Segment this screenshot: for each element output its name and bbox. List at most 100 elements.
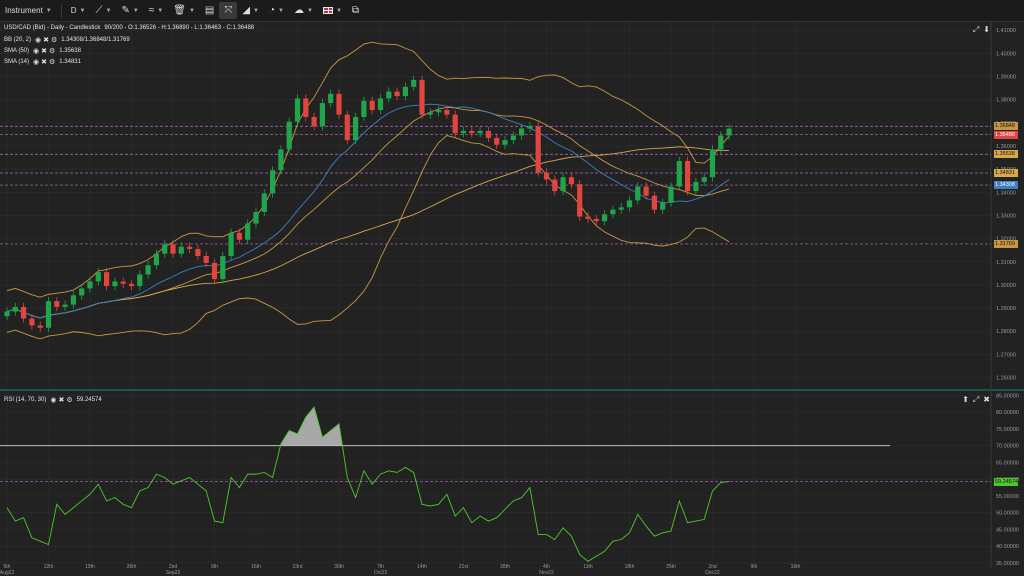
candle-body	[469, 130, 475, 134]
time-tick-label: 28th	[500, 564, 510, 570]
rsi-tick-label: 70.00000	[996, 444, 1019, 450]
time-tick-label: 12th	[44, 564, 54, 570]
gear-icon[interactable]: ⚙	[66, 397, 73, 404]
indicator-icon: ≈	[148, 4, 155, 16]
eye-icon[interactable]: ◉	[35, 37, 42, 44]
candle-body	[87, 281, 93, 289]
price-label-badge: 1.36848	[994, 122, 1018, 131]
candle-body	[676, 160, 682, 187]
price-tick-label: 1.28000	[996, 329, 1016, 335]
chevron-down-icon: ▼	[132, 7, 139, 14]
candle-body	[128, 283, 135, 287]
candle-body	[29, 318, 35, 326]
gear-icon[interactable]: ⚙	[49, 59, 56, 66]
legend-bb: BB (20, 2) ◉ ✖ ⚙ 1.34308/1.36848/1.31769	[4, 36, 130, 44]
candle-body	[660, 202, 666, 210]
interval-menu[interactable]: D ▼	[66, 2, 91, 19]
chart-type-button[interactable]: ◢ ▼	[237, 2, 264, 19]
bb-label: BB (20, 2)	[4, 37, 32, 43]
candle-body	[203, 255, 209, 263]
candle-body	[303, 98, 309, 117]
price-tick-label: 1.36000	[996, 144, 1016, 150]
chevron-down-icon: ▼	[45, 7, 52, 14]
price-tick-label: 1.29000	[996, 306, 1016, 312]
candle-body	[685, 160, 691, 192]
time-tick-label: 18th	[625, 564, 635, 570]
brush-button[interactable]: ✎ ▼	[116, 2, 143, 19]
alert-button[interactable]: ◔ ▼	[264, 2, 289, 19]
legend-rsi: RSI (14, 70, 30) ◉ ✖ ⚙ 59.24574	[4, 396, 102, 404]
chevron-down-icon: ▼	[188, 7, 195, 14]
language-button[interactable]: ▼	[318, 2, 347, 19]
candle-body	[112, 281, 118, 287]
chevron-down-icon: ▼	[79, 7, 86, 14]
indicator-button[interactable]: ≈ ▼	[144, 2, 168, 19]
chevron-down-icon: ▼	[105, 7, 112, 14]
legend-sma14: SMA (14) ◉ ✖ ⚙ 1.34831	[4, 58, 81, 66]
fit-button[interactable]: ⤧	[219, 2, 238, 19]
chevron-down-icon: ▼	[278, 7, 284, 14]
eye-icon[interactable]: ◉	[33, 48, 40, 55]
instrument-menu[interactable]: Instrument ▼	[0, 2, 57, 19]
time-tick-label: 9th	[211, 564, 218, 570]
expand-icon[interactable]: ⤢	[972, 395, 980, 404]
close-icon[interactable]: ✖	[983, 395, 990, 404]
candle-body	[120, 281, 126, 284]
delete-button[interactable]: 🗑 ▼	[168, 2, 200, 19]
candle-body	[170, 244, 176, 254]
candle-body	[402, 86, 408, 97]
price-tick-label: 1.40000	[996, 51, 1016, 57]
time-tick-label: 2nd	[708, 564, 717, 570]
weather-button[interactable]: ☁ ▼	[289, 2, 318, 19]
candle-body	[45, 301, 52, 328]
trash-icon: 🗑	[173, 4, 186, 16]
close-icon[interactable]: ✖	[58, 397, 65, 404]
candle-body	[353, 116, 359, 141]
candle-body	[270, 170, 276, 194]
rsi-tick-label: 65.00000	[996, 460, 1019, 466]
screenshot-button[interactable]: ⧉	[347, 2, 364, 19]
fit-icon: ⤧	[224, 4, 233, 16]
draw-line-button[interactable]: ⟋ ▼	[90, 2, 116, 19]
instrument-title: USD/CAD (Bid) - Daily - Candlestick	[4, 25, 101, 31]
candle-body	[585, 216, 591, 219]
eye-icon[interactable]: ◉	[33, 59, 40, 66]
interval-label: D	[70, 6, 77, 15]
gear-icon[interactable]: ⚙	[49, 48, 56, 55]
close-icon[interactable]: ✖	[41, 48, 47, 55]
time-tick-label: 2nd	[169, 564, 178, 570]
price-tick-label: 1.30000	[996, 283, 1016, 289]
gear-icon[interactable]: ⚙	[51, 37, 58, 44]
layout-button[interactable]: ▤	[200, 2, 219, 19]
time-tick-label: 23rd	[292, 564, 302, 570]
arrow-down-icon[interactable]: ⬇	[983, 25, 990, 34]
candle-body	[568, 177, 574, 185]
legend-main: USD/CAD (Bid) - Daily - Candlestick 90/2…	[4, 25, 254, 31]
candle-body	[328, 93, 334, 104]
expand-icon[interactable]: ⤢	[972, 25, 980, 34]
price-tick-label: 1.26000	[996, 376, 1016, 382]
sma50-value: 1.35638	[59, 48, 81, 54]
candle-body	[245, 223, 251, 240]
candle-body	[485, 130, 491, 138]
close-icon[interactable]: ✖	[41, 59, 47, 66]
eye-icon[interactable]: ◉	[50, 397, 57, 404]
time-tick-sublabel: Sep22	[166, 570, 181, 576]
candle-body	[726, 128, 732, 136]
rsi-overbought-fill	[280, 407, 343, 446]
candle-body	[460, 130, 467, 134]
sma50-line	[6, 146, 730, 319]
candle-body	[411, 79, 417, 87]
rsi-tick-label: 50.00000	[996, 511, 1019, 517]
arrow-up-icon[interactable]: ⬆	[962, 395, 969, 404]
price-tick-label: 1.32000	[996, 237, 1016, 243]
time-tick-label: 30th	[334, 564, 344, 570]
sma14-value: 1.34831	[59, 59, 81, 65]
price-tick-label: 1.31000	[996, 260, 1016, 266]
close-icon[interactable]: ✖	[43, 37, 49, 44]
candle-body	[452, 114, 458, 134]
instrument-label: Instrument	[5, 6, 43, 15]
time-tick-label: 5th	[4, 564, 11, 570]
time-tick-label: 4th	[543, 564, 550, 570]
